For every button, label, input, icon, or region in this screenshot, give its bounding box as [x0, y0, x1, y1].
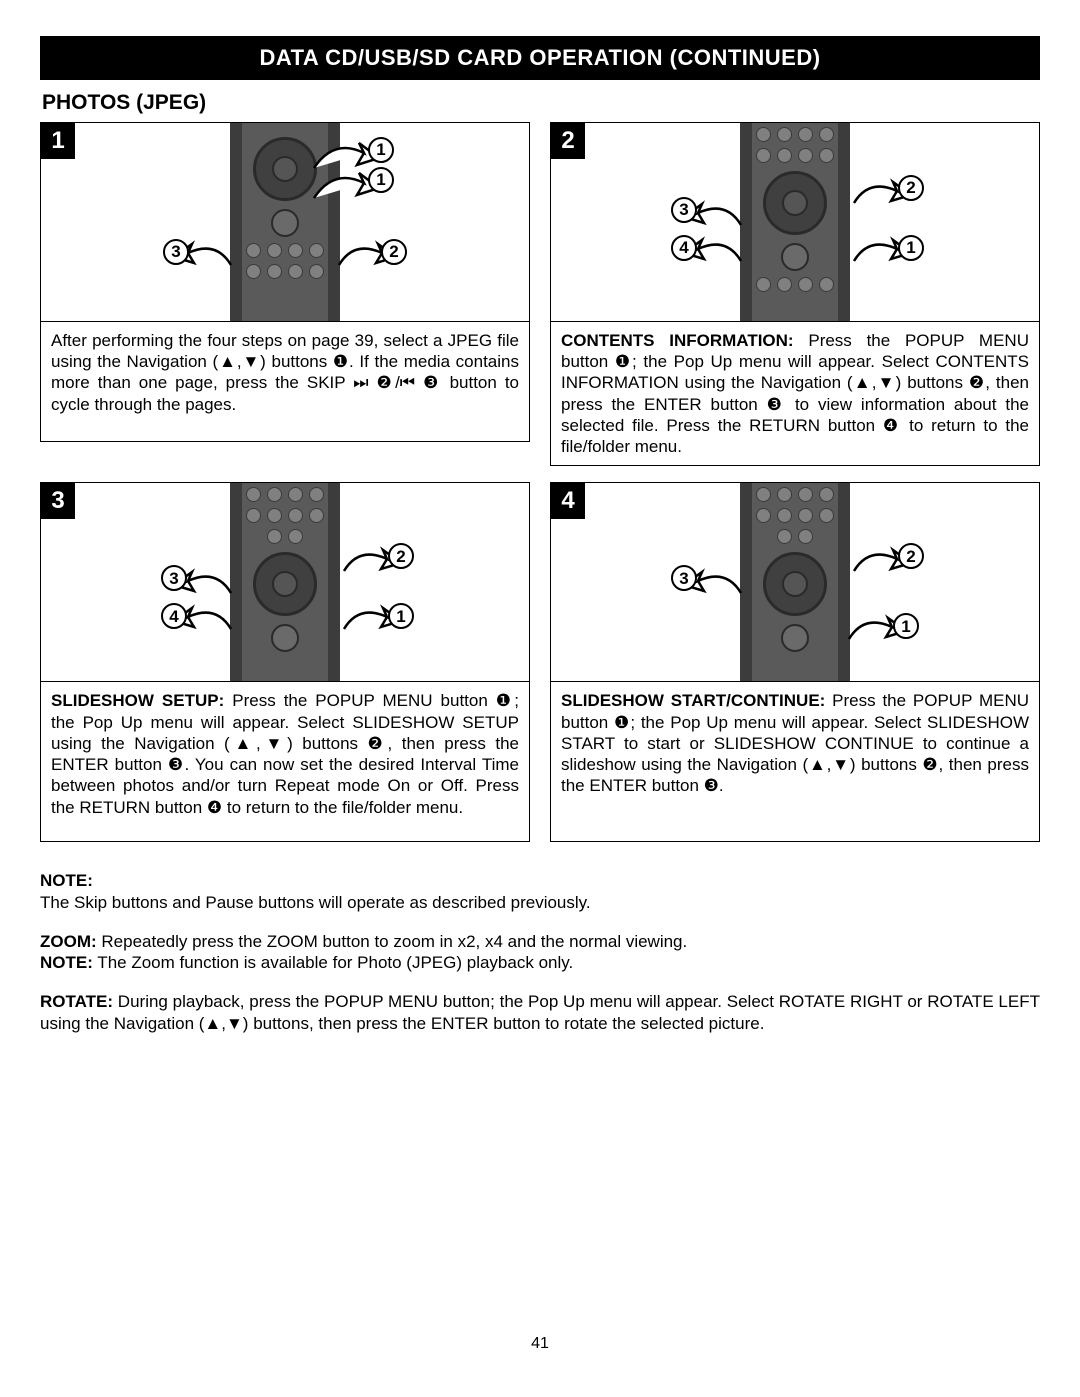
note-1: The Skip buttons and Pause buttons will …: [40, 893, 591, 912]
page-number: 41: [40, 1334, 1040, 1354]
step-number-4: 4: [551, 483, 585, 519]
subheading: PHOTOS (JPEG): [42, 90, 1040, 116]
steps-grid: 1 1 1 2 3 After performing the four step…: [40, 122, 1040, 843]
note-zoom: ZOOM: Repeatedly press the ZOOM button t…: [40, 931, 1040, 974]
step-4-label: SLIDESHOW START/CONTINUE:: [561, 691, 825, 710]
step-number-1: 1: [41, 123, 75, 159]
section-header: DATA CD/USB/SD CARD OPERATION (CONTINUED…: [40, 36, 1040, 80]
note-heading-block: NOTE: The Skip buttons and Pause buttons …: [40, 870, 1040, 913]
step-4: 4 2 3 1 SLIDESHOW START/CONTINUE: Press …: [550, 482, 1040, 842]
step-3-label: SLIDESHOW SETUP:: [51, 691, 224, 710]
note-rotate: ROTATE: During playback, press the POPUP…: [40, 991, 1040, 1034]
callout-1: 1: [898, 235, 924, 261]
remote-illustration: [740, 123, 850, 322]
notes-section: NOTE: The Skip buttons and Pause buttons …: [40, 870, 1040, 1034]
remote-illustration: [740, 483, 850, 682]
callout-3: 3: [163, 239, 189, 265]
callout-4: 4: [671, 235, 697, 261]
callout-1b: 1: [368, 167, 394, 193]
callout-3: 3: [671, 197, 697, 223]
callout-2: 2: [388, 543, 414, 569]
step-1: 1 1 1 2 3 After performing the four step…: [40, 122, 530, 467]
step-3: 3 2 3 1 4 SLIDESHOW SETUP: Press the POP…: [40, 482, 530, 842]
callout-2: 2: [898, 543, 924, 569]
step-number-2: 2: [551, 123, 585, 159]
step-2-label: CONTENTS INFORMATION:: [561, 331, 794, 350]
callout-1: 1: [368, 137, 394, 163]
step-1-text: After performing the four steps on page …: [40, 322, 530, 442]
step-3-text: SLIDESHOW SETUP: Press the POPUP MENU bu…: [40, 682, 530, 842]
callout-1: 1: [893, 613, 919, 639]
callout-2: 2: [898, 175, 924, 201]
callout-2: 2: [381, 239, 407, 265]
step-number-3: 3: [41, 483, 75, 519]
step-2: 2 2 3 1 4 CONTENTS INFORMATION: Press th…: [550, 122, 1040, 467]
remote-illustration: [230, 483, 340, 682]
step-4-text: SLIDESHOW START/CONTINUE: Press the POPU…: [550, 682, 1040, 842]
note-heading: NOTE:: [40, 871, 93, 890]
callout-1: 1: [388, 603, 414, 629]
step-2-text: CONTENTS INFORMATION: Press the POPUP ME…: [550, 322, 1040, 467]
